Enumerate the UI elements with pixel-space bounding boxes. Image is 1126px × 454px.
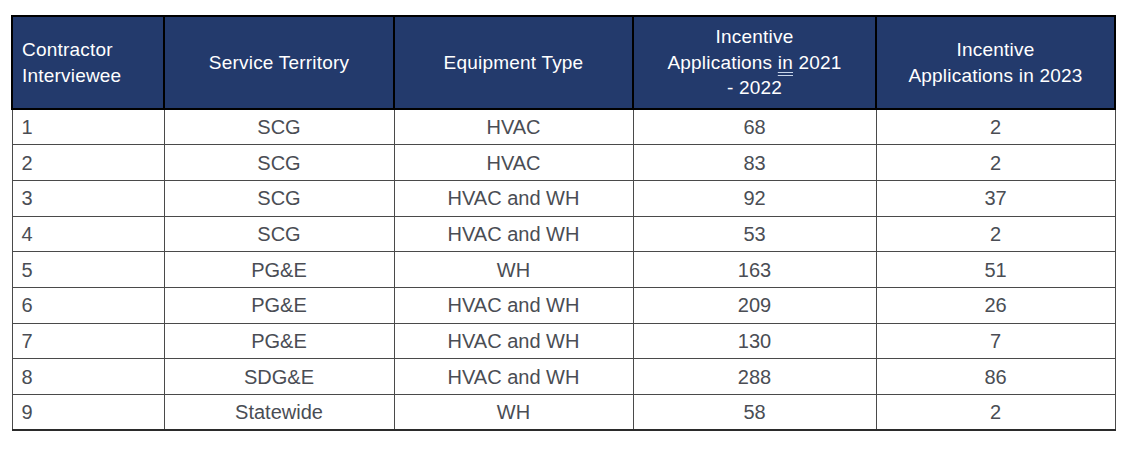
header-underlined-word: in — [778, 52, 793, 73]
cell-incentive-2021-2022: 68 — [633, 109, 876, 145]
cell-incentive-2023: 86 — [876, 359, 1115, 395]
table-row: 1 SCG HVAC 68 2 — [12, 109, 1115, 145]
cell-equipment: HVAC — [394, 145, 633, 181]
cell-incentive-2023: 51 — [876, 252, 1115, 288]
cell-incentive-2021-2022: 163 — [633, 252, 876, 288]
cell-contractor: 1 — [12, 109, 164, 145]
cell-contractor: 5 — [12, 252, 164, 288]
cell-equipment: HVAC and WH — [394, 216, 633, 252]
cell-territory: SCG — [164, 216, 394, 252]
cell-territory: PG&E — [164, 287, 394, 323]
cell-territory: SCG — [164, 109, 394, 145]
cell-contractor: 7 — [12, 323, 164, 359]
column-header-service-territory: Service Territory — [164, 16, 394, 109]
column-header-equipment-type: Equipment Type — [394, 16, 633, 109]
cell-equipment: HVAC and WH — [394, 287, 633, 323]
cell-equipment: HVAC and WH — [394, 323, 633, 359]
cell-territory: PG&E — [164, 323, 394, 359]
header-text-segment: Incentive Applications — [667, 26, 793, 73]
cell-territory: SCG — [164, 180, 394, 216]
cell-equipment: HVAC and WH — [394, 180, 633, 216]
cell-contractor: 8 — [12, 359, 164, 395]
cell-contractor: 3 — [12, 180, 164, 216]
cell-equipment: WH — [394, 395, 633, 431]
cell-contractor: 4 — [12, 216, 164, 252]
cell-incentive-2023: 2 — [876, 145, 1115, 181]
cell-contractor: 2 — [12, 145, 164, 181]
cell-equipment: HVAC and WH — [394, 359, 633, 395]
cell-incentive-2023: 7 — [876, 323, 1115, 359]
table-row: 9 Statewide WH 58 2 — [12, 395, 1115, 431]
table-body: 1 SCG HVAC 68 2 2 SCG HVAC 83 2 3 SCG HV… — [12, 109, 1115, 430]
table-row: 5 PG&E WH 163 51 — [12, 252, 1115, 288]
cell-incentive-2021-2022: 83 — [633, 145, 876, 181]
column-header-incentive-2021-2022: Incentive Applications in 2021 - 2022 — [633, 16, 876, 109]
cell-equipment: WH — [394, 252, 633, 288]
cell-territory: Statewide — [164, 395, 394, 431]
cell-incentive-2021-2022: 288 — [633, 359, 876, 395]
data-table: Contractor Interviewee Service Territory… — [11, 15, 1116, 431]
cell-contractor: 9 — [12, 395, 164, 431]
cell-incentive-2021-2022: 209 — [633, 287, 876, 323]
cell-incentive-2021-2022: 130 — [633, 323, 876, 359]
table-row: 7 PG&E HVAC and WH 130 7 — [12, 323, 1115, 359]
cell-territory: SCG — [164, 145, 394, 181]
table-row: 4 SCG HVAC and WH 53 2 — [12, 216, 1115, 252]
cell-incentive-2023: 2 — [876, 216, 1115, 252]
table-row: 2 SCG HVAC 83 2 — [12, 145, 1115, 181]
column-header-incentive-2023: Incentive Applications in 2023 — [876, 16, 1115, 109]
cell-incentive-2021-2022: 53 — [633, 216, 876, 252]
cell-incentive-2023: 37 — [876, 180, 1115, 216]
cell-territory: PG&E — [164, 252, 394, 288]
table-header: Contractor Interviewee Service Territory… — [12, 16, 1115, 109]
cell-incentive-2021-2022: 58 — [633, 395, 876, 431]
cell-incentive-2023: 2 — [876, 395, 1115, 431]
cell-contractor: 6 — [12, 287, 164, 323]
cell-incentive-2023: 2 — [876, 109, 1115, 145]
header-row: Contractor Interviewee Service Territory… — [12, 16, 1115, 109]
column-header-contractor-interviewee: Contractor Interviewee — [12, 16, 164, 109]
table-row: 6 PG&E HVAC and WH 209 26 — [12, 287, 1115, 323]
cell-incentive-2023: 26 — [876, 287, 1115, 323]
incentive-applications-table: Contractor Interviewee Service Territory… — [11, 15, 1114, 431]
table-row: 3 SCG HVAC and WH 92 37 — [12, 180, 1115, 216]
table-row: 8 SDG&E HVAC and WH 288 86 — [12, 359, 1115, 395]
cell-territory: SDG&E — [164, 359, 394, 395]
cell-equipment: HVAC — [394, 109, 633, 145]
cell-incentive-2021-2022: 92 — [633, 180, 876, 216]
